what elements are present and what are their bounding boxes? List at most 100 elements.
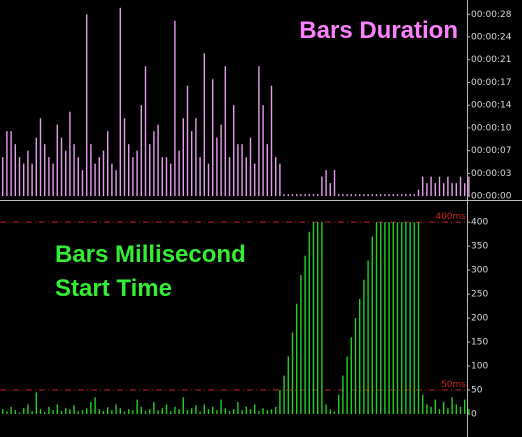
bar — [149, 144, 151, 197]
bar — [207, 409, 210, 414]
bar — [86, 408, 88, 414]
bar — [317, 222, 319, 414]
bar — [98, 157, 100, 197]
y-tick-label: 250 — [471, 290, 488, 300]
bar — [296, 194, 298, 197]
bar — [405, 222, 407, 414]
bar — [170, 163, 172, 197]
bar — [447, 408, 449, 414]
bar — [443, 183, 445, 197]
bar — [417, 189, 420, 197]
bar — [371, 236, 373, 414]
bar — [401, 194, 403, 197]
bar — [56, 124, 58, 197]
bar — [165, 404, 168, 414]
bar — [287, 194, 289, 197]
bar — [321, 176, 323, 197]
bar — [325, 404, 327, 414]
bar — [354, 194, 357, 197]
bar — [48, 406, 50, 414]
bar — [270, 409, 273, 414]
bar — [312, 194, 315, 197]
bar — [241, 144, 243, 197]
bar — [308, 194, 310, 197]
bar — [81, 410, 84, 414]
bar — [73, 144, 75, 197]
bar — [2, 157, 4, 197]
bar — [224, 66, 226, 197]
bar — [107, 131, 109, 197]
bar — [422, 394, 424, 414]
bar — [346, 194, 348, 197]
bar — [224, 408, 226, 414]
bar — [39, 118, 42, 197]
bar — [459, 406, 462, 414]
bar — [52, 410, 54, 414]
bar — [27, 150, 29, 197]
bar — [119, 7, 121, 197]
bar — [2, 409, 4, 414]
bar — [60, 411, 63, 414]
bar — [140, 406, 142, 414]
bar — [119, 408, 121, 414]
bar — [359, 298, 361, 414]
bar — [69, 409, 71, 414]
bar — [199, 411, 201, 414]
bar — [136, 399, 138, 414]
bar — [304, 255, 306, 414]
bar — [153, 401, 155, 414]
bar — [98, 409, 100, 414]
bar — [115, 404, 117, 414]
bar — [128, 144, 130, 197]
bar — [212, 79, 214, 197]
bar — [409, 222, 411, 414]
y-tick-label: 400 — [471, 218, 488, 228]
bar — [60, 137, 63, 197]
bar — [249, 409, 252, 414]
bar — [262, 408, 264, 414]
bar — [430, 176, 432, 197]
bar — [396, 194, 399, 197]
bar — [342, 194, 344, 197]
y-tick-label: 150 — [471, 338, 488, 348]
bar — [338, 194, 340, 197]
bar — [279, 390, 281, 414]
bar — [86, 14, 88, 197]
bar — [405, 194, 407, 197]
bar — [363, 279, 365, 414]
bar — [182, 397, 184, 414]
bar — [212, 406, 214, 414]
bar — [153, 131, 155, 197]
bar — [434, 183, 436, 197]
bar — [23, 408, 25, 414]
bar — [186, 410, 189, 414]
bar — [157, 124, 159, 197]
bar — [346, 356, 348, 414]
bar — [451, 183, 453, 197]
bar — [464, 399, 466, 414]
bar — [296, 303, 298, 414]
bar — [94, 397, 96, 414]
bar — [174, 20, 176, 197]
bar — [73, 405, 75, 414]
bar — [283, 194, 285, 197]
bar — [443, 401, 445, 414]
bar — [384, 222, 386, 414]
bar — [144, 66, 147, 197]
annotation-title: Bars Millisecond — [55, 241, 246, 268]
bar — [426, 404, 428, 414]
bar — [245, 157, 247, 197]
bar — [77, 411, 79, 414]
bar — [31, 411, 33, 414]
bar — [430, 406, 432, 414]
bar — [438, 409, 441, 414]
bar — [241, 410, 243, 414]
bar — [451, 397, 453, 414]
bar — [254, 163, 256, 197]
bar — [44, 144, 46, 197]
bar — [321, 222, 323, 414]
bar — [426, 183, 428, 197]
bar — [325, 170, 327, 197]
bar — [367, 194, 369, 197]
bar — [434, 399, 436, 414]
